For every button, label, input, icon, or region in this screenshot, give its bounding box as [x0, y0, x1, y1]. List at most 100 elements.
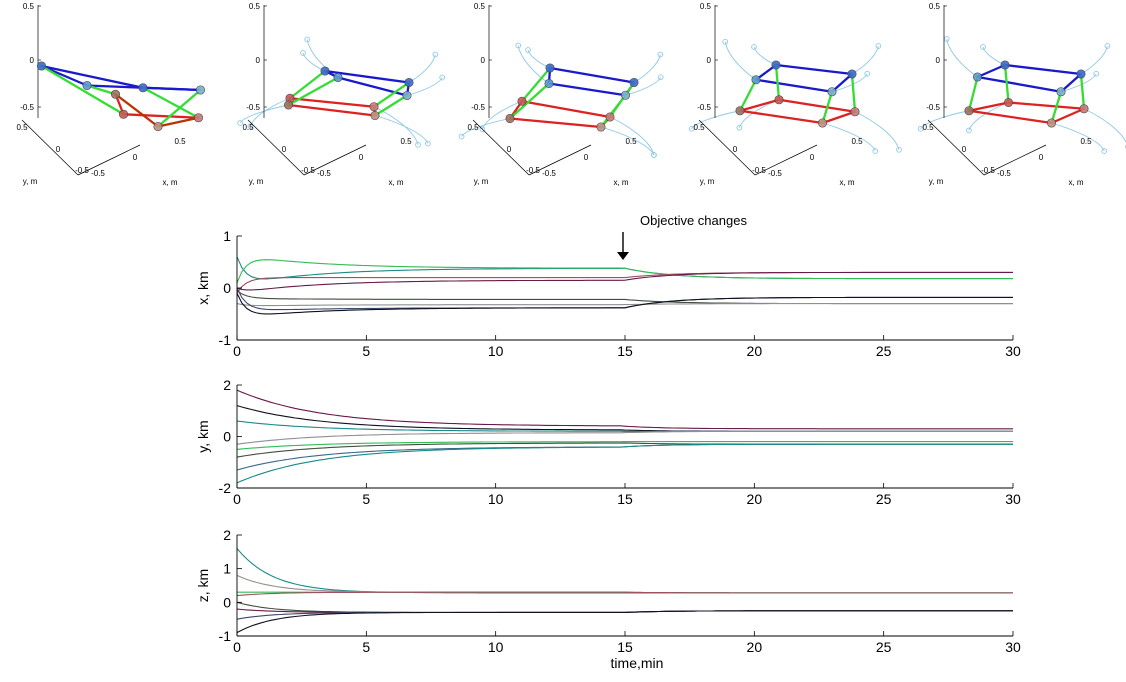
node-marker	[153, 121, 163, 132]
trail-start-marker	[1093, 70, 1100, 77]
trail-start-marker	[304, 36, 311, 43]
x-tick-label: 0.5	[851, 137, 863, 146]
structure-edge	[288, 69, 327, 100]
x-tick-label: 0.5	[174, 137, 186, 146]
x-tick-label: 20	[747, 639, 763, 655]
node-marker	[402, 90, 412, 101]
structure-edges	[967, 63, 1086, 125]
x-axis-label: time,min	[611, 655, 664, 671]
snapshot-axes: 0.50-0.50.50-0.5 -0.500.5x, my, m	[16, 2, 186, 187]
trail-start-marker	[432, 51, 439, 58]
x-tick-label: 5	[362, 491, 370, 507]
x-axis-line	[528, 144, 592, 176]
structure-edge	[114, 93, 160, 128]
trail-start-marker	[424, 140, 431, 147]
x-tick-label: 30	[1005, 491, 1021, 507]
structure-edge	[774, 63, 854, 76]
trail-path	[1083, 108, 1126, 144]
series-line	[236, 574, 1013, 594]
trail-start-marker	[896, 146, 902, 153]
x-tick-label: 25	[876, 639, 892, 655]
x-tick-label: 30	[1005, 639, 1021, 655]
series-line	[236, 259, 1013, 284]
y-tick-label: -0.5	[752, 166, 766, 175]
trail-start-marker	[237, 120, 243, 126]
structure-edge	[777, 98, 857, 113]
structure-edge	[608, 81, 636, 119]
series-line	[236, 389, 1013, 430]
x-tick-label: 10	[488, 491, 504, 507]
structure-edge	[754, 78, 834, 93]
snapshot-3: 0.50-0.50.50-0.5 -0.500.5x, my, m	[458, 2, 664, 187]
x-tick-label: -0.5	[768, 169, 782, 178]
snapshot-4: 0.50-0.50.50-0.5 -0.500.5x, my, m	[688, 2, 902, 187]
series-line	[236, 548, 1013, 594]
annotation-text: Objective changes	[640, 213, 747, 228]
trajectory-trails	[237, 36, 446, 148]
y-tick-label: 0.5	[693, 123, 705, 132]
trail-path	[408, 54, 436, 83]
node-marker	[751, 75, 761, 85]
node-marker	[850, 107, 860, 117]
y-axis-line	[927, 119, 985, 176]
trail-start-marker	[864, 70, 871, 77]
node-marker	[370, 110, 380, 121]
node-marker	[545, 63, 555, 73]
y-tick-label: -1	[219, 332, 232, 348]
structure-edge	[967, 109, 1053, 125]
z-tick-label: 0.5	[249, 2, 261, 11]
series-line	[236, 303, 1013, 307]
node-marker	[964, 106, 974, 116]
y-tick-label: 0.5	[242, 123, 254, 132]
series-line	[236, 441, 1013, 450]
y-tick-label: 2	[223, 377, 231, 393]
x-tick-label: 5	[362, 639, 370, 655]
y-tick-label: 0	[56, 145, 61, 154]
series-line	[236, 610, 1013, 634]
node-marker	[517, 96, 527, 106]
trail-start-marker	[515, 42, 522, 49]
y-tick-label: -0.5	[526, 166, 540, 175]
trail-start-marker	[525, 47, 531, 53]
x-tick-label: 0	[233, 491, 241, 507]
structure-edge	[976, 63, 1007, 79]
snapshot-axes: 0.50-0.50.50-0.5 -0.500.5x, my, m	[693, 2, 863, 187]
structure-edge	[288, 97, 376, 108]
y-tick-label: 0.5	[922, 123, 934, 132]
structure-edge	[372, 81, 411, 108]
series-line	[236, 442, 1013, 458]
node-marker	[972, 72, 983, 82]
y-axis-label: y, m	[929, 177, 944, 186]
structure-edge	[373, 94, 409, 117]
structure-edge	[156, 116, 200, 128]
x-tick-label: 30	[1005, 343, 1021, 359]
structure-edge	[1003, 63, 1083, 76]
trail-start-marker	[650, 152, 657, 158]
trail-path	[946, 38, 978, 78]
structure-edge	[738, 98, 781, 112]
structure-edge	[976, 75, 1063, 93]
snapshot-2: 0.50-0.50.50-0.5 -0.500.5x, my, m	[237, 2, 446, 187]
trail-start-marker	[751, 44, 757, 50]
series-line	[236, 271, 1013, 291]
structure-edge	[1050, 107, 1086, 125]
series-line	[236, 430, 1013, 445]
y-axis-label: y, m	[249, 177, 264, 186]
node-marker	[138, 83, 148, 93]
structure-edge	[122, 113, 200, 119]
structure-edge	[738, 109, 824, 125]
y-axis-label: x, km	[195, 271, 211, 304]
snapshot-1: 0.50-0.50.50-0.5 -0.500.5x, my, m	[16, 2, 206, 187]
structure-edge	[738, 78, 758, 112]
z-tick-label: 0	[936, 56, 941, 65]
structure-edge	[287, 76, 340, 107]
z-tick-label: 0.5	[23, 2, 35, 11]
x-axis-label: x, m	[162, 178, 177, 187]
x-axis-label: x, m	[388, 178, 403, 187]
structure-nodes	[964, 60, 1089, 128]
y-tick-label: 0	[507, 145, 512, 154]
node-marker	[333, 72, 343, 83]
